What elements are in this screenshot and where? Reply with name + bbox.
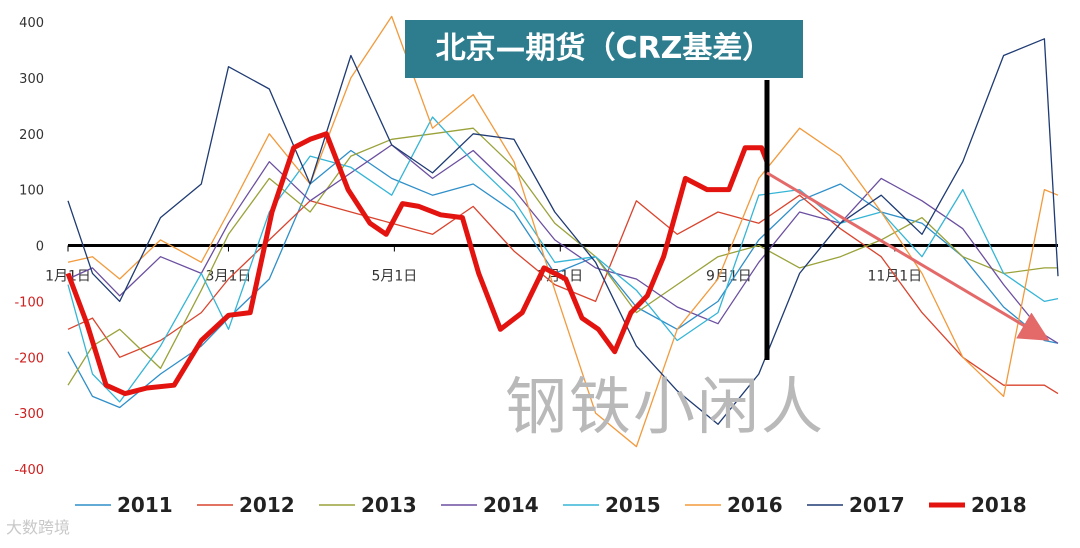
annotation-layer <box>764 80 1050 360</box>
y-tick-label: -400 <box>14 463 44 478</box>
legend-label-2015: 2015 <box>605 493 661 517</box>
legend-label-2012: 2012 <box>239 493 295 517</box>
x-tick-label: 5月1日 <box>371 269 417 285</box>
x-tick-label: 3月1日 <box>206 269 252 285</box>
legend-label-2014: 2014 <box>483 493 539 517</box>
y-tick-label: 0 <box>36 240 44 255</box>
source-label: 大数跨境 <box>6 518 71 537</box>
series-line-2016 <box>67 15 1059 448</box>
trend-arrow <box>766 171 1050 341</box>
series-line-2015 <box>67 116 1059 403</box>
chart-title: 北京—期货（CRZ基差） <box>405 20 803 78</box>
legend-label-2011: 2011 <box>117 493 173 517</box>
legend-label-2016: 2016 <box>727 493 783 517</box>
series-line-2014 <box>67 144 1059 344</box>
watermark-text: 钢铁小闲人 <box>505 370 826 443</box>
series-line-2017 <box>67 38 1059 425</box>
series-line-2012 <box>67 194 1059 395</box>
series-line-2018 <box>65 131 770 397</box>
legend-label-2013: 2013 <box>361 493 417 517</box>
legend-label-2017: 2017 <box>849 493 905 517</box>
y-tick-label: 300 <box>19 72 44 87</box>
y-tick-label: -300 <box>14 407 44 422</box>
series-line-2013 <box>67 127 1058 386</box>
y-axis-ticks: 400 300 200 100 0 -100 -200 -300 -400 <box>14 16 44 478</box>
x-tick-label: 11月1日 <box>867 269 922 285</box>
y-tick-label: 200 <box>19 128 44 143</box>
y-tick-label: -200 <box>14 351 44 366</box>
legend: 2011 2012 2013 2014 2015 2016 2017 2018 <box>75 493 1027 517</box>
series-layer <box>65 15 1059 448</box>
legend-label-2018: 2018 <box>971 493 1027 517</box>
y-tick-label: 400 <box>19 16 44 31</box>
y-tick-label: -100 <box>14 295 44 310</box>
y-tick-label: 100 <box>19 184 44 199</box>
